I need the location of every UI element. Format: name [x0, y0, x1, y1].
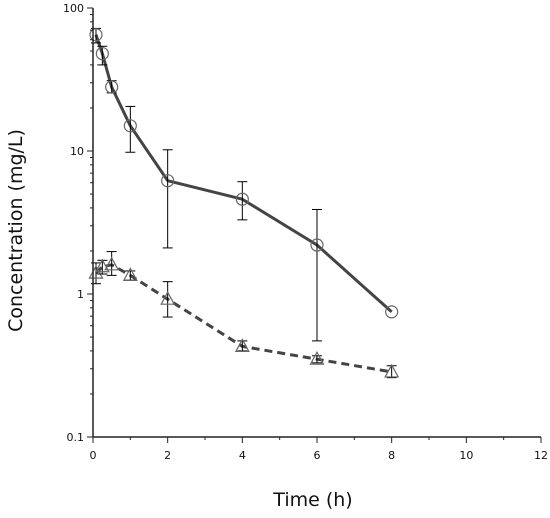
x-tick-label: 12 [534, 449, 548, 462]
x-tick-label: 4 [239, 449, 246, 462]
plot-area [88, 27, 400, 379]
data-point [160, 290, 176, 305]
data-point [310, 238, 324, 252]
data-point [95, 46, 109, 61]
series-2 [88, 251, 400, 379]
x-tick-label: 10 [459, 449, 473, 462]
y-tick-label: 0.1 [67, 431, 85, 444]
error-bar [312, 355, 322, 364]
x-tick-label: 6 [314, 449, 321, 462]
error-bar [106, 251, 117, 276]
y-tick-label: 1 [77, 288, 84, 301]
data-point [105, 80, 119, 94]
data-point [94, 258, 110, 273]
data-point [384, 363, 400, 378]
error-bar [97, 45, 108, 66]
y-axis-title: Concentration (mg/L) [5, 129, 27, 332]
data-point [122, 267, 138, 281]
data-point [309, 350, 325, 365]
series-2-line [94, 263, 392, 374]
error-bar [162, 149, 173, 249]
error-bar [162, 281, 173, 318]
error-bar [312, 208, 322, 342]
data-point [234, 338, 250, 353]
error-bar [125, 105, 136, 153]
x-tick-label: 0 [90, 449, 97, 462]
data-point [89, 28, 103, 42]
x-axis-title: Time (h) [272, 489, 352, 511]
y-axis-ticks: 0.1 1 10 100 [63, 2, 93, 444]
data-point [161, 174, 175, 188]
y-tick-label: 10 [70, 145, 84, 158]
series-1 [89, 27, 399, 342]
data-point [104, 256, 120, 271]
y-tick-label: 100 [63, 2, 84, 15]
data-point [123, 119, 137, 133]
x-tick-label: 8 [388, 449, 395, 462]
error-bar [237, 181, 248, 221]
data-point [385, 305, 399, 319]
x-tick-label: 2 [164, 449, 171, 462]
x-axis-ticks: 0 2 4 6 8 10 12 [90, 437, 548, 462]
data-point [235, 192, 249, 206]
series-1-line [94, 34, 393, 313]
